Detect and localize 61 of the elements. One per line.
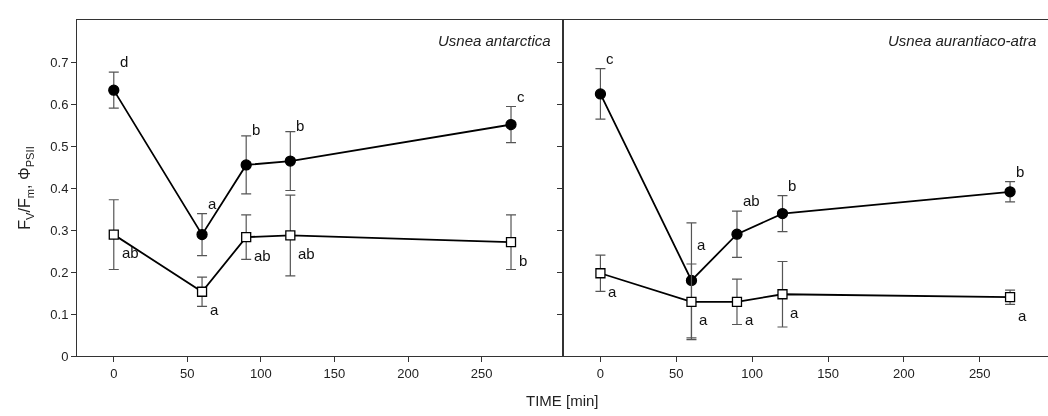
point [777,289,788,300]
annotation: c [606,50,614,67]
x-tick-label: 150 [817,365,839,381]
x-tick-label: 50 [669,365,684,381]
annotation: a [210,301,219,318]
y-tick-label: 0.5 [50,138,69,154]
point [595,268,606,279]
point [505,237,517,248]
x-tick-label: 100 [250,365,272,381]
point [1004,186,1016,198]
point [196,228,208,241]
y-tick-label: 0.4 [50,180,69,196]
text: Usnea aurantiaco-atra [888,32,1037,49]
point [731,296,743,307]
x-tick-label: 150 [323,365,346,381]
y-tick-label: 0 [61,348,69,364]
text: Usnea antarctica [438,32,551,49]
annotation: a [608,283,617,300]
y-tick-label: 0.3 [50,222,69,238]
x-tick-label: 100 [741,365,763,381]
y-tick-label: 0.2 [50,264,69,280]
point [731,228,743,240]
x-tick-label: 50 [180,365,195,381]
annotation: a [699,311,708,328]
x-tick-label: 250 [968,365,991,381]
point [240,159,252,171]
annotation: ab [254,247,271,264]
x-tick-label: 0 [596,365,605,381]
annotation: b [252,121,261,138]
x-tick-label: 250 [470,365,493,381]
annotation: b [1016,163,1025,180]
annotation: c [517,88,525,105]
x-axis-title: TIME [min] [526,392,599,409]
x-tick-label: 200 [893,365,915,381]
y-tick-label: 0.7 [50,54,69,70]
annotation: b [519,252,528,269]
annotation: d [120,53,129,70]
annotation: a [745,311,754,328]
point [505,118,517,131]
y-tick-label: 0.6 [50,96,69,112]
point [196,286,208,297]
point [776,207,789,220]
point [285,230,296,241]
annotation: b [788,177,797,194]
annotation: ab [298,245,315,262]
point [108,84,120,96]
annotation: a [1018,307,1027,324]
point [686,296,697,307]
x-tick-label: 0 [110,365,118,381]
point [594,88,607,100]
point [108,229,119,240]
y-tick-label: 0.1 [50,306,69,322]
annotation: ab [122,244,139,261]
annotation: a [697,236,706,253]
point [284,155,296,167]
x-tick-label: 200 [397,365,419,381]
point [241,231,252,243]
annotation: ab [743,192,760,209]
annotation: a [208,195,217,212]
annotation: a [790,304,799,321]
annotation: b [296,117,305,134]
